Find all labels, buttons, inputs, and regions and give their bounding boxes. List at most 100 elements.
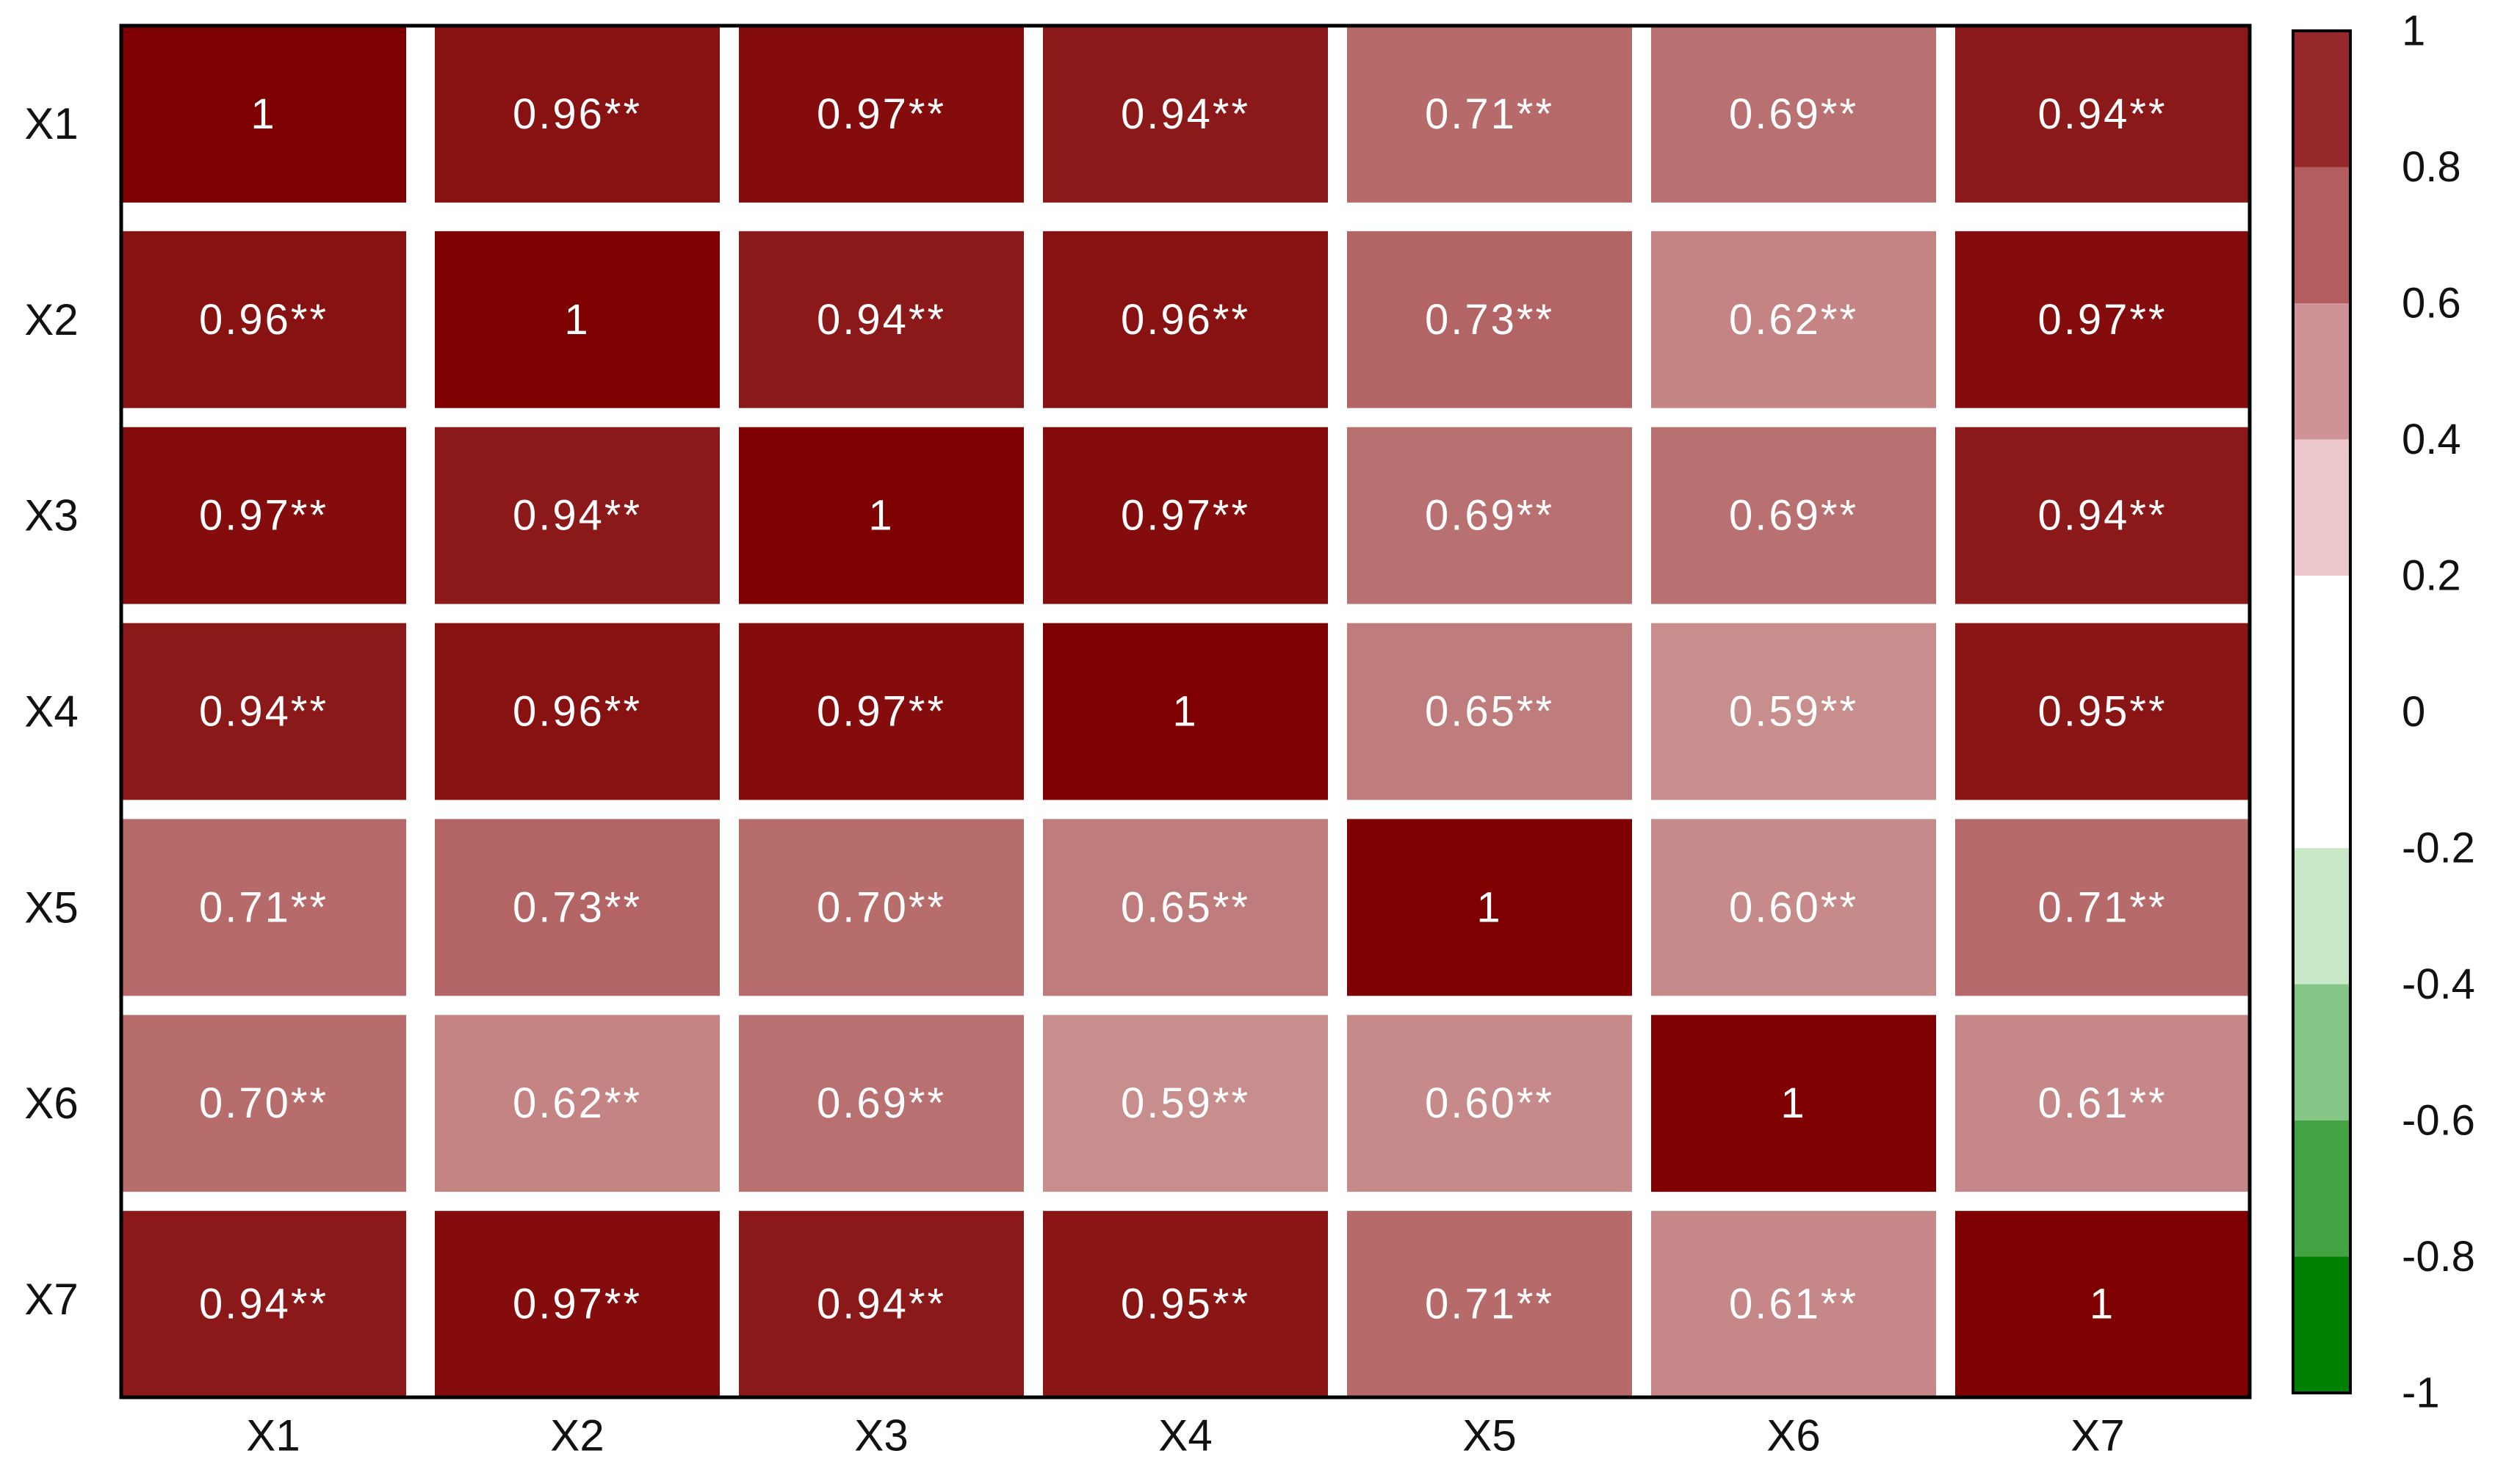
colorbar-tick-label: -0.8 (2402, 1233, 2475, 1281)
cell-value-label: 0.61** (1729, 1281, 1858, 1328)
column-labels: X1 X2 X3 X4 X5 X6 X7 (246, 1411, 2124, 1460)
row-label: X4 (24, 687, 78, 736)
colorbar-band (2293, 576, 2350, 712)
cell-value-label: 0.94** (817, 1281, 946, 1328)
heatmap-cell (1955, 623, 2250, 800)
cell-value-label: 0.97** (513, 1281, 642, 1328)
row-label: X5 (24, 883, 78, 932)
heatmap-cell (435, 623, 720, 800)
cell-value-label: 0.69** (1425, 492, 1554, 540)
heatmap-cell (435, 1211, 720, 1397)
heatmap-cell (1955, 819, 2250, 996)
heatmap-cell (1651, 1211, 1936, 1397)
heatmap-cell (1043, 1211, 1328, 1397)
cell-value-label: 0.97** (817, 688, 946, 736)
cell-value-label: 0.61** (2037, 1079, 2167, 1127)
heatmap-cell (1651, 26, 1936, 203)
cell-value-label: 0.96** (513, 688, 642, 736)
heatmap-cell (121, 231, 406, 408)
cell-value-label: 0.94** (2037, 90, 2167, 138)
colorbar-band (2293, 167, 2350, 304)
colorbar-band (2293, 984, 2350, 1121)
colorbar-tick-label: -0.4 (2402, 960, 2475, 1008)
colorbar-tick-label: 1 (2402, 7, 2425, 55)
heatmap-cell (1955, 1211, 2250, 1397)
heatmap-cell (1043, 231, 1328, 408)
cell-value-label: 0.60** (1729, 883, 1858, 931)
heatmap-cell (739, 231, 1024, 408)
cell-value-label: 0.71** (1425, 90, 1554, 138)
colorbar-tick-label: 0.6 (2402, 280, 2461, 327)
cell-value-label: 0.62** (1729, 296, 1858, 344)
heatmap-cell (739, 819, 1024, 996)
heatmap-cell (1955, 427, 2250, 604)
heatmap-cell (739, 26, 1024, 203)
heatmap-cell (1043, 1015, 1328, 1192)
cell-value-label: 0.97** (199, 492, 328, 540)
heatmap-cell (1347, 427, 1632, 604)
cell-value-label: 0.94** (199, 688, 328, 736)
row-label: X2 (24, 295, 78, 344)
cell-value-label: 0.73** (1425, 296, 1554, 344)
column-label: X3 (854, 1411, 908, 1460)
heatmap-cell (435, 1015, 720, 1192)
heatmap-cell (121, 427, 406, 604)
row-label: X6 (24, 1079, 78, 1128)
colorbar-tick-label: -0.6 (2402, 1097, 2475, 1145)
cell-value-label: 1 (2090, 1281, 2115, 1328)
cell-value-label: 0.94** (1121, 90, 1250, 138)
cell-value-label: 0.94** (2037, 492, 2167, 540)
colorbar-frame (2292, 29, 2352, 1394)
cell-value-label: 0.73** (513, 883, 642, 931)
column-label: X1 (246, 1411, 300, 1460)
heatmap-cell (1347, 1211, 1632, 1397)
heatmap-cell (1955, 1015, 2250, 1192)
colorbar-band (2293, 303, 2350, 440)
cell-value-label: 0.70** (199, 1079, 328, 1127)
cell-value-label: 0.69** (1729, 90, 1858, 138)
cell-value-label: 1 (1172, 688, 1198, 736)
cell-value-label: 0.59** (1729, 688, 1858, 736)
column-label: X7 (2070, 1411, 2124, 1460)
heatmap-cell (739, 623, 1024, 800)
cell-value-label: 0.94** (513, 492, 642, 540)
cell-value-label: 0.65** (1121, 883, 1250, 931)
heatmap-cell (1955, 231, 2250, 408)
cell-value-label: 0.97** (1121, 492, 1250, 540)
cell-value-label: 1 (250, 90, 276, 138)
cell-value-label: 0.94** (199, 1281, 328, 1328)
cell-value-label: 0.71** (199, 883, 328, 931)
colorbar-band (2293, 1120, 2350, 1257)
heatmap-cell (1651, 427, 1936, 604)
cell-value-label: 0.65** (1425, 688, 1554, 736)
heatmap-cell (435, 231, 720, 408)
row-labels: X1 X2 X3 X4 X5 X6 X7 (24, 99, 78, 1324)
cell-value-label: 0.69** (1729, 492, 1858, 540)
heatmap-cell (1651, 231, 1936, 408)
heatmap-cell (121, 1211, 406, 1397)
heatmap-cell (121, 1015, 406, 1192)
column-label: X5 (1462, 1411, 1516, 1460)
heatmap-cell (739, 1211, 1024, 1397)
cell-value-label: 1 (564, 296, 590, 344)
heatmap-cell (1651, 819, 1936, 996)
cell-value-label: 0.96** (1121, 296, 1250, 344)
heatmap-cell (739, 427, 1024, 604)
heatmap-cell (1347, 231, 1632, 408)
colorbar-tick-label: -0.2 (2402, 825, 2475, 872)
heatmap-cell (1347, 26, 1632, 203)
column-label: X2 (550, 1411, 604, 1460)
heatmap-cell (435, 427, 720, 604)
row-label: X7 (24, 1275, 78, 1324)
cell-value-label: 0.95** (1121, 1281, 1250, 1328)
cell-value-label: 0.96** (513, 90, 642, 138)
heatmap-cell (1043, 623, 1328, 800)
row-label: X3 (24, 491, 78, 540)
cell-value-label: 0.62** (513, 1079, 642, 1127)
heatmap-cell (121, 623, 406, 800)
column-label: X4 (1158, 1411, 1212, 1460)
cell-value-label: 0.59** (1121, 1079, 1250, 1127)
plot-frame (119, 23, 2252, 1400)
colorbar: 1 0.8 0.6 0.4 0.2 0 -0.2 -0.4 -0.6 -0.8 -1 (2292, 7, 2475, 1417)
